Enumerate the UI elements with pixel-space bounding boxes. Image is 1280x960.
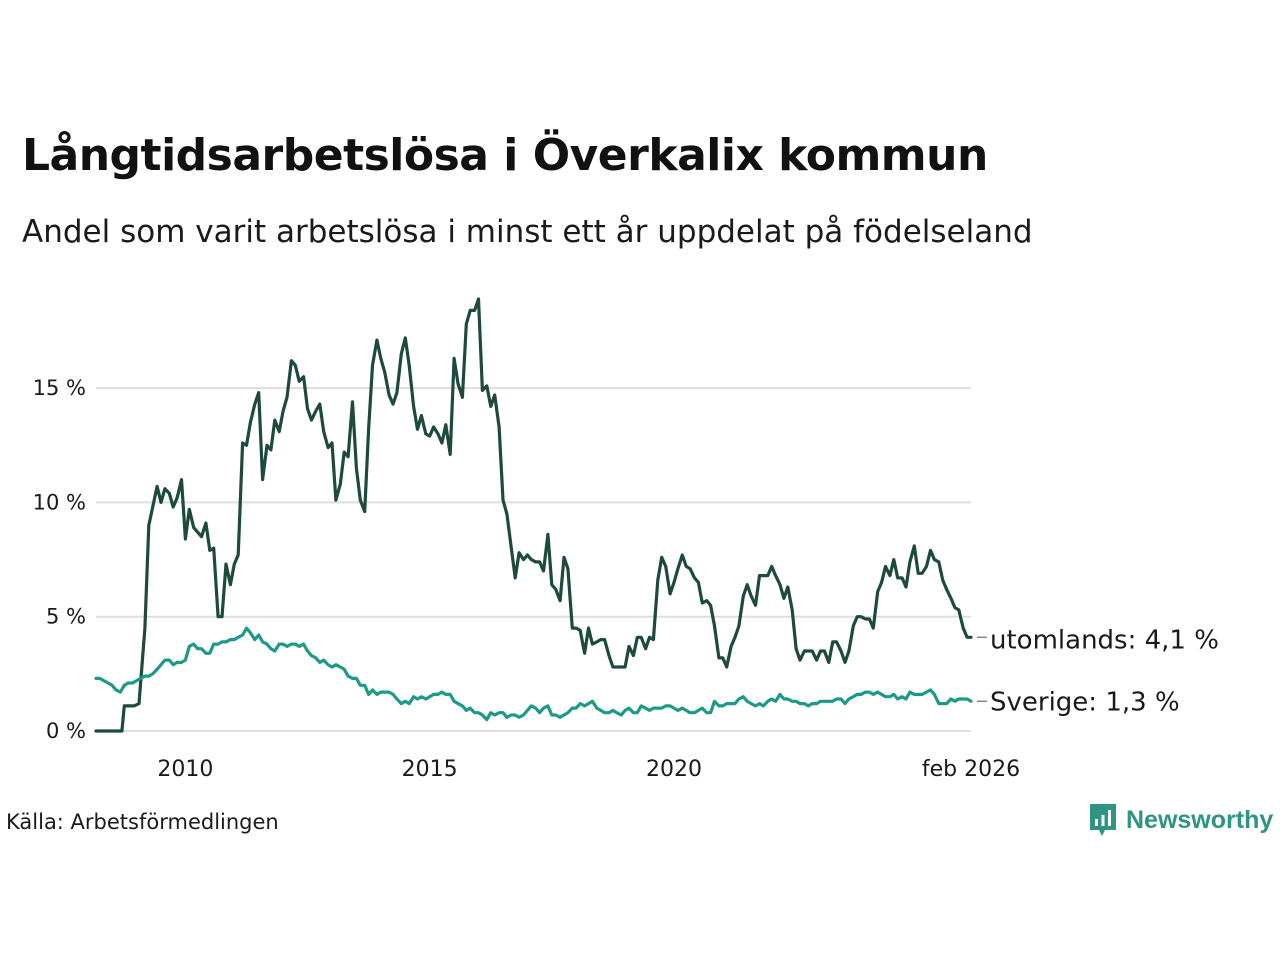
chart-subtitle: Andel som varit arbetslösa i minst ett å… — [22, 214, 1033, 250]
y-tick-label: 0 % — [46, 719, 86, 743]
end-label-sverige: Sverige: 1,3 % — [990, 687, 1180, 717]
newsworthy-brand-name: Newsworthy — [1126, 805, 1274, 834]
y-tick-label: 15 % — [33, 376, 86, 400]
series-line-utomlands — [94, 297, 973, 733]
newsworthy-logo[interactable]: Newsworthy — [1088, 802, 1273, 838]
y-tick-label: 5 % — [46, 605, 86, 629]
x-tick-label: 2020 — [646, 757, 702, 782]
end-label-utomlands: utomlands: 4,1 % — [990, 625, 1219, 655]
source-note: Källa: Arbetsförmedlingen — [6, 810, 279, 834]
x-tick-label: 2015 — [402, 757, 458, 782]
y-tick-label: 10 % — [33, 490, 86, 514]
x-tick-label: feb 2026 — [922, 757, 1020, 782]
series-line-sverige — [94, 626, 973, 722]
x-tick-label: 2010 — [157, 757, 213, 782]
chart-title: Långtidsarbetslösa i Överkalix kommun — [22, 130, 988, 181]
newsworthy-bar-chart-icon — [1090, 804, 1116, 836]
